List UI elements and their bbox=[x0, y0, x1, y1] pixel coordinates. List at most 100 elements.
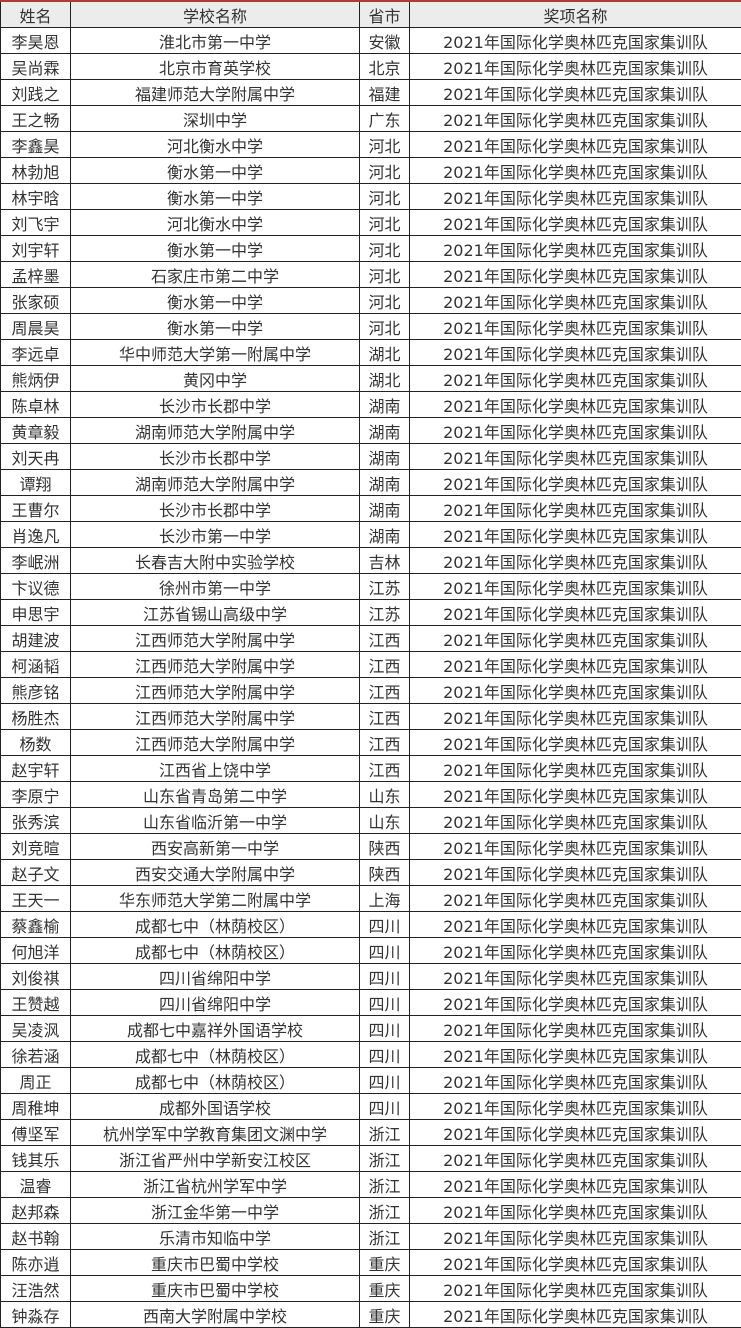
cell-school: 长沙市长郡中学 bbox=[70, 391, 360, 418]
cell-name: 林宇晗 bbox=[0, 183, 71, 210]
cell-province: 四川 bbox=[359, 1093, 410, 1120]
cell-province: 江苏 bbox=[359, 573, 410, 600]
table-row: 温睿 浙江省杭州学军中学 浙江 2021年国际化学奥林匹克国家集训队 bbox=[0, 1171, 741, 1198]
header-name: 姓名 bbox=[0, 0, 71, 28]
cell-province: 四川 bbox=[359, 1015, 410, 1042]
table-row: 林勃旭 衡水第一中学 河北 2021年国际化学奥林匹克国家集训队 bbox=[0, 157, 741, 184]
table-row: 谭翔 湖南师范大学附属中学 湖南 2021年国际化学奥林匹克国家集训队 bbox=[0, 469, 741, 496]
cell-award: 2021年国际化学奥林匹克国家集训队 bbox=[409, 1301, 741, 1328]
cell-award: 2021年国际化学奥林匹克国家集训队 bbox=[409, 183, 741, 210]
table-row: 刘践之 福建师范大学附属中学 福建 2021年国际化学奥林匹克国家集训队 bbox=[0, 79, 741, 106]
cell-school: 江西师范大学附属中学 bbox=[70, 625, 360, 652]
cell-award: 2021年国际化学奥林匹克国家集训队 bbox=[409, 209, 741, 236]
cell-award: 2021年国际化学奥林匹克国家集训队 bbox=[409, 443, 741, 470]
cell-name: 吴凌沨 bbox=[0, 1015, 71, 1042]
table-row: 赵子文 西安交通大学附属中学 陕西 2021年国际化学奥林匹克国家集训队 bbox=[0, 859, 741, 886]
table-row: 胡建波 江西师范大学附属中学 江西 2021年国际化学奥林匹克国家集训队 bbox=[0, 625, 741, 652]
cell-province: 四川 bbox=[359, 989, 410, 1016]
table-row: 刘俊祺 四川省绵阳中学 四川 2021年国际化学奥林匹克国家集训队 bbox=[0, 963, 741, 990]
cell-province: 四川 bbox=[359, 963, 410, 990]
cell-name: 李岷洲 bbox=[0, 547, 71, 574]
cell-award: 2021年国际化学奥林匹克国家集训队 bbox=[409, 1249, 741, 1276]
table-row: 柯涵韬 江西师范大学附属中学 江西 2021年国际化学奥林匹克国家集训队 bbox=[0, 651, 741, 678]
cell-school: 江西师范大学附属中学 bbox=[70, 703, 360, 730]
cell-province: 浙江 bbox=[359, 1119, 410, 1146]
cell-province: 吉林 bbox=[359, 547, 410, 574]
table-row: 王赞越 四川省绵阳中学 四川 2021年国际化学奥林匹克国家集训队 bbox=[0, 989, 741, 1016]
table-row: 赵邦森 浙江金华第一中学 浙江 2021年国际化学奥林匹克国家集训队 bbox=[0, 1197, 741, 1224]
cell-school: 衡水第一中学 bbox=[70, 287, 360, 314]
cell-name: 王之畅 bbox=[0, 105, 71, 132]
cell-name: 刘竞暄 bbox=[0, 833, 71, 860]
cell-award: 2021年国际化学奥林匹克国家集训队 bbox=[409, 1171, 741, 1198]
cell-name: 傅坚军 bbox=[0, 1119, 71, 1146]
cell-school: 乐清市知临中学 bbox=[70, 1223, 360, 1250]
cell-award: 2021年国际化学奥林匹克国家集训队 bbox=[409, 1093, 741, 1120]
cell-name: 杨数 bbox=[0, 729, 71, 756]
cell-name: 刘践之 bbox=[0, 79, 71, 106]
cell-name: 李远卓 bbox=[0, 339, 71, 366]
table-row: 徐若涵 成都七中（林荫校区） 四川 2021年国际化学奥林匹克国家集训队 bbox=[0, 1041, 741, 1068]
cell-award: 2021年国际化学奥林匹克国家集训队 bbox=[409, 911, 741, 938]
cell-name: 孟梓墨 bbox=[0, 261, 71, 288]
cell-school: 西安高新第一中学 bbox=[70, 833, 360, 860]
cell-province: 陕西 bbox=[359, 859, 410, 886]
table-row: 肖逸凡 长沙市第一中学 湖南 2021年国际化学奥林匹克国家集训队 bbox=[0, 521, 741, 548]
cell-school: 成都七中嘉祥外国语学校 bbox=[70, 1015, 360, 1042]
cell-school: 成都七中（林荫校区） bbox=[70, 1067, 360, 1094]
table-row: 李原宁 山东省青岛第二中学 山东 2021年国际化学奥林匹克国家集训队 bbox=[0, 781, 741, 808]
cell-school: 衡水第一中学 bbox=[70, 183, 360, 210]
table-row: 吴凌沨 成都七中嘉祥外国语学校 四川 2021年国际化学奥林匹克国家集训队 bbox=[0, 1015, 741, 1042]
cell-school: 衡水第一中学 bbox=[70, 235, 360, 262]
cell-name: 周晨昊 bbox=[0, 313, 71, 340]
cell-award: 2021年国际化学奥林匹克国家集训队 bbox=[409, 755, 741, 782]
cell-name: 温睿 bbox=[0, 1171, 71, 1198]
header-award: 奖项名称 bbox=[409, 0, 741, 28]
cell-school: 衡水第一中学 bbox=[70, 313, 360, 340]
cell-province: 四川 bbox=[359, 911, 410, 938]
cell-award: 2021年国际化学奥林匹克国家集训队 bbox=[409, 235, 741, 262]
cell-name: 熊彦铭 bbox=[0, 677, 71, 704]
table-row: 周正 成都七中（林荫校区） 四川 2021年国际化学奥林匹克国家集训队 bbox=[0, 1067, 741, 1094]
cell-province: 四川 bbox=[359, 937, 410, 964]
table-row: 傅坚军 杭州学军中学教育集团文渊中学 浙江 2021年国际化学奥林匹克国家集训队 bbox=[0, 1119, 741, 1146]
cell-province: 湖北 bbox=[359, 365, 410, 392]
cell-province: 浙江 bbox=[359, 1223, 410, 1250]
cell-province: 河北 bbox=[359, 261, 410, 288]
cell-province: 河北 bbox=[359, 287, 410, 314]
cell-province: 江西 bbox=[359, 677, 410, 704]
table-row: 王曹尔 长沙市长郡中学 湖南 2021年国际化学奥林匹克国家集训队 bbox=[0, 495, 741, 522]
cell-school: 长沙市长郡中学 bbox=[70, 495, 360, 522]
cell-award: 2021年国际化学奥林匹克国家集训队 bbox=[409, 807, 741, 834]
cell-award: 2021年国际化学奥林匹克国家集训队 bbox=[409, 131, 741, 158]
cell-province: 湖南 bbox=[359, 417, 410, 444]
cell-name: 周正 bbox=[0, 1067, 71, 1094]
cell-name: 张秀滨 bbox=[0, 807, 71, 834]
cell-province: 广东 bbox=[359, 105, 410, 132]
table-row: 林宇晗 衡水第一中学 河北 2021年国际化学奥林匹克国家集训队 bbox=[0, 183, 741, 210]
table-row: 刘飞宇 河北衡水中学 河北 2021年国际化学奥林匹克国家集训队 bbox=[0, 209, 741, 236]
cell-award: 2021年国际化学奥林匹克国家集训队 bbox=[409, 27, 741, 54]
cell-award: 2021年国际化学奥林匹克国家集训队 bbox=[409, 859, 741, 886]
cell-school: 华中师范大学第一附属中学 bbox=[70, 339, 360, 366]
cell-name: 汪浩然 bbox=[0, 1275, 71, 1302]
cell-name: 陈亦逍 bbox=[0, 1249, 71, 1276]
cell-school: 北京市育英学校 bbox=[70, 53, 360, 80]
cell-name: 王天一 bbox=[0, 885, 71, 912]
cell-name: 陈卓林 bbox=[0, 391, 71, 418]
cell-school: 山东省临沂第一中学 bbox=[70, 807, 360, 834]
cell-name: 杨胜杰 bbox=[0, 703, 71, 730]
cell-school: 西安交通大学附属中学 bbox=[70, 859, 360, 886]
cell-school: 浙江金华第一中学 bbox=[70, 1197, 360, 1224]
cell-name: 肖逸凡 bbox=[0, 521, 71, 548]
cell-name: 张家硕 bbox=[0, 287, 71, 314]
table-row: 熊彦铭 江西师范大学附属中学 江西 2021年国际化学奥林匹克国家集训队 bbox=[0, 677, 741, 704]
cell-school: 四川省绵阳中学 bbox=[70, 989, 360, 1016]
cell-name: 黄章毅 bbox=[0, 417, 71, 444]
table-row: 刘竞暄 西安高新第一中学 陕西 2021年国际化学奥林匹克国家集训队 bbox=[0, 833, 741, 860]
cell-award: 2021年国际化学奥林匹克国家集训队 bbox=[409, 521, 741, 548]
cell-award: 2021年国际化学奥林匹克国家集训队 bbox=[409, 1119, 741, 1146]
cell-province: 湖南 bbox=[359, 495, 410, 522]
cell-province: 重庆 bbox=[359, 1249, 410, 1276]
